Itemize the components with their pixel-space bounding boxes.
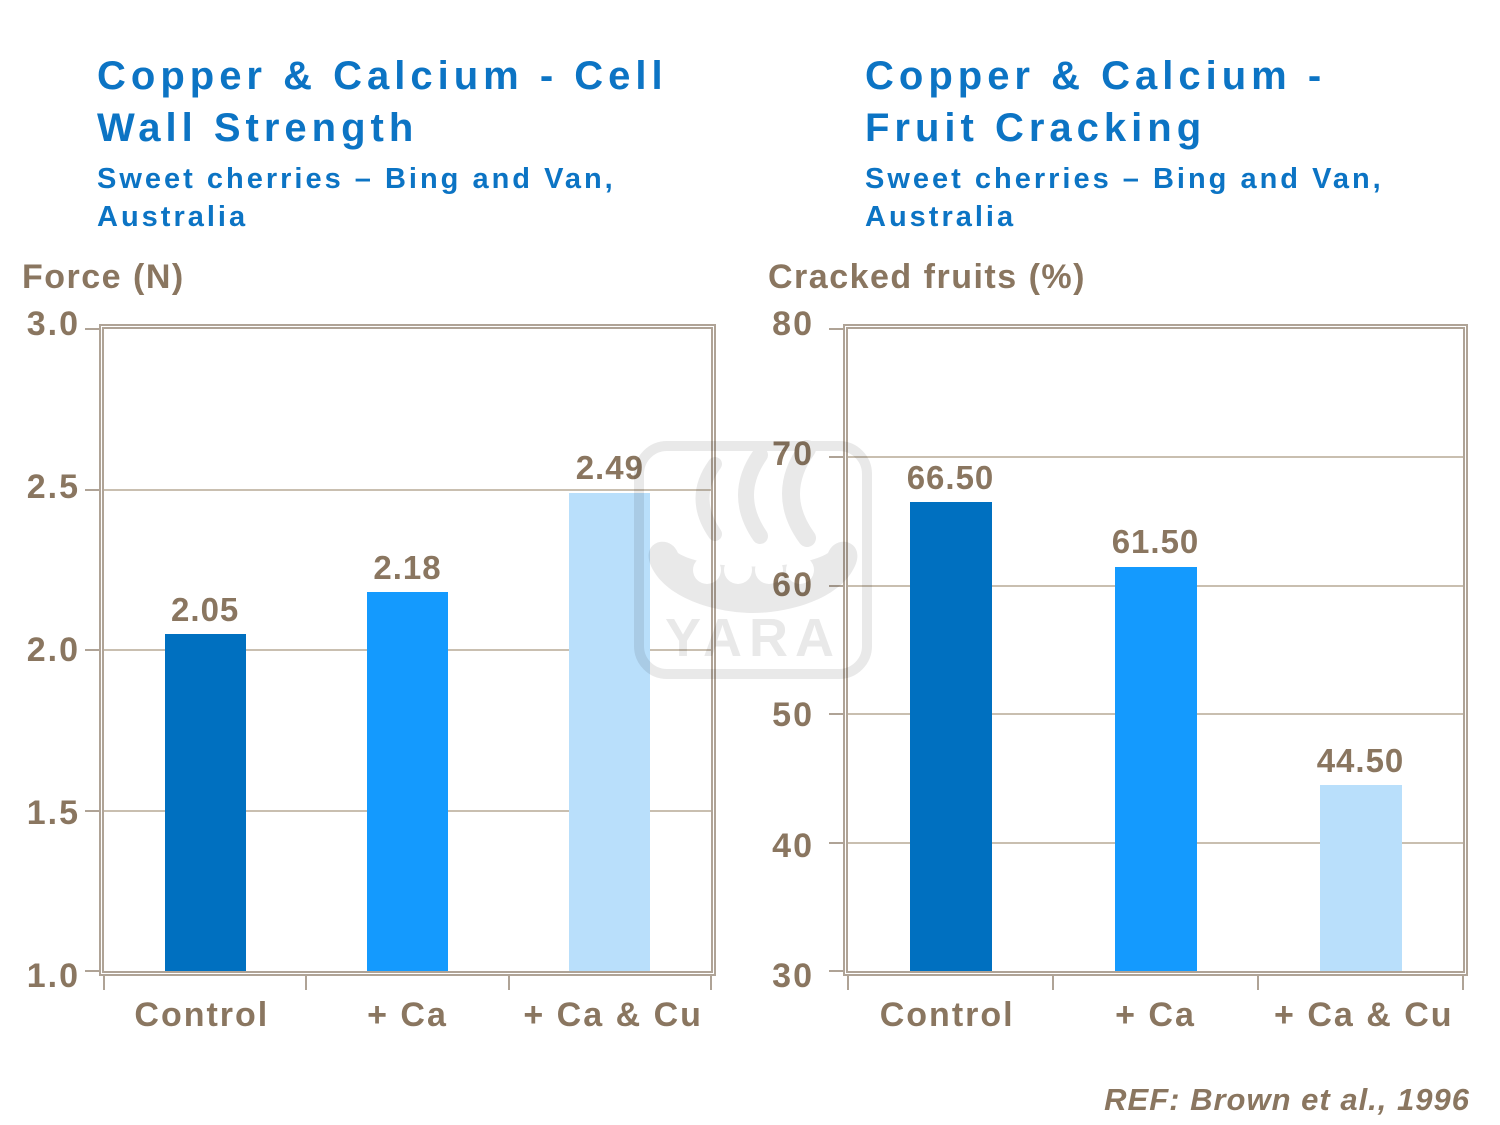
x-axis-category-labels: Control + Ca + Ca & Cu xyxy=(99,996,716,1042)
x-axis-tick xyxy=(103,975,105,990)
y-tick-label: 2.0 xyxy=(26,631,80,669)
gridline xyxy=(104,488,711,491)
y-axis-tick xyxy=(85,809,100,812)
bar xyxy=(164,633,246,971)
y-axis-tick xyxy=(829,328,844,330)
y-tick-label: 3.0 xyxy=(26,305,80,343)
y-tick-label: 60 xyxy=(772,565,814,604)
y-axis-tick xyxy=(829,841,844,844)
y-tick-label: 40 xyxy=(772,826,814,865)
y-axis-label: Cracked fruits (%) xyxy=(768,258,1086,296)
plot-area: 2.05 2.18 2.49 xyxy=(85,324,716,990)
y-axis-tick xyxy=(85,970,100,972)
bar xyxy=(367,592,448,971)
y-axis-tick-labels: 80 70 60 50 40 30 xyxy=(750,307,814,993)
category-label: + Ca xyxy=(1115,996,1196,1034)
chart-subtitle: Sweet cherries – Bing and Van, Australia xyxy=(865,163,1384,233)
chart-title: Copper & Calcium - Cell Wall Strength xyxy=(97,54,668,150)
bar xyxy=(909,502,992,971)
bar-value-label: 2.18 xyxy=(373,548,442,586)
bar xyxy=(569,492,651,971)
x-axis-tick xyxy=(1462,975,1464,990)
y-axis-tick xyxy=(829,970,844,972)
y-axis-tick xyxy=(829,456,844,459)
y-tick-label: 30 xyxy=(772,957,814,995)
fruit-cracking-chart: Copper & Calcium - Fruit Cracking Sweet … xyxy=(750,0,1500,1125)
y-tick-label: 70 xyxy=(772,435,814,474)
y-axis-tick xyxy=(85,328,100,330)
bar-value-label: 2.05 xyxy=(171,590,240,628)
category-label: + Ca xyxy=(367,996,448,1034)
y-tick-label: 80 xyxy=(772,305,814,343)
category-label: Control xyxy=(134,996,270,1034)
category-label: Control xyxy=(879,996,1015,1034)
chart-title: Copper & Calcium - Fruit Cracking xyxy=(865,54,1327,150)
category-label: + Ca & Cu xyxy=(523,996,703,1034)
bar xyxy=(1114,566,1197,971)
y-tick-label: 50 xyxy=(772,696,814,735)
x-axis-tick xyxy=(507,975,510,990)
bar xyxy=(1319,784,1402,971)
bar-value-label: 2.49 xyxy=(575,449,644,487)
x-axis-tick xyxy=(1051,975,1054,990)
x-axis-tick xyxy=(847,975,849,990)
plot-area: 66.50 61.50 44.50 xyxy=(829,324,1468,990)
y-tick-label: 1.5 xyxy=(26,794,80,832)
reference-text: REF: Brown et al., 1996 xyxy=(1104,1082,1470,1117)
bar-value-label: 61.50 xyxy=(1111,523,1200,561)
x-axis-tick xyxy=(1256,975,1259,990)
bar-value-label: 44.50 xyxy=(1316,741,1405,779)
y-axis-tick xyxy=(85,488,100,491)
x-axis-tick xyxy=(710,975,712,990)
x-axis-tick xyxy=(305,975,308,990)
chart-subtitle: Sweet cherries – Bing and Van, Australia xyxy=(97,163,616,233)
y-axis-tick xyxy=(829,713,844,716)
y-axis-label: Force (N) xyxy=(22,258,185,296)
category-label: + Ca & Cu xyxy=(1274,996,1454,1034)
gridline xyxy=(848,456,1463,459)
y-axis-tick-labels: 3.0 2.5 2.0 1.5 1.0 xyxy=(0,307,80,993)
cell-wall-strength-chart: Copper & Calcium - Cell Wall Strength Sw… xyxy=(0,54,716,1042)
y-tick-label: 1.0 xyxy=(26,957,80,995)
x-axis-category-labels: Control + Ca + Ca & Cu xyxy=(843,996,1468,1042)
y-tick-label: 2.5 xyxy=(26,468,80,506)
y-axis-tick xyxy=(85,649,100,651)
bar-value-label: 66.50 xyxy=(906,459,995,497)
y-axis-tick xyxy=(829,584,844,587)
